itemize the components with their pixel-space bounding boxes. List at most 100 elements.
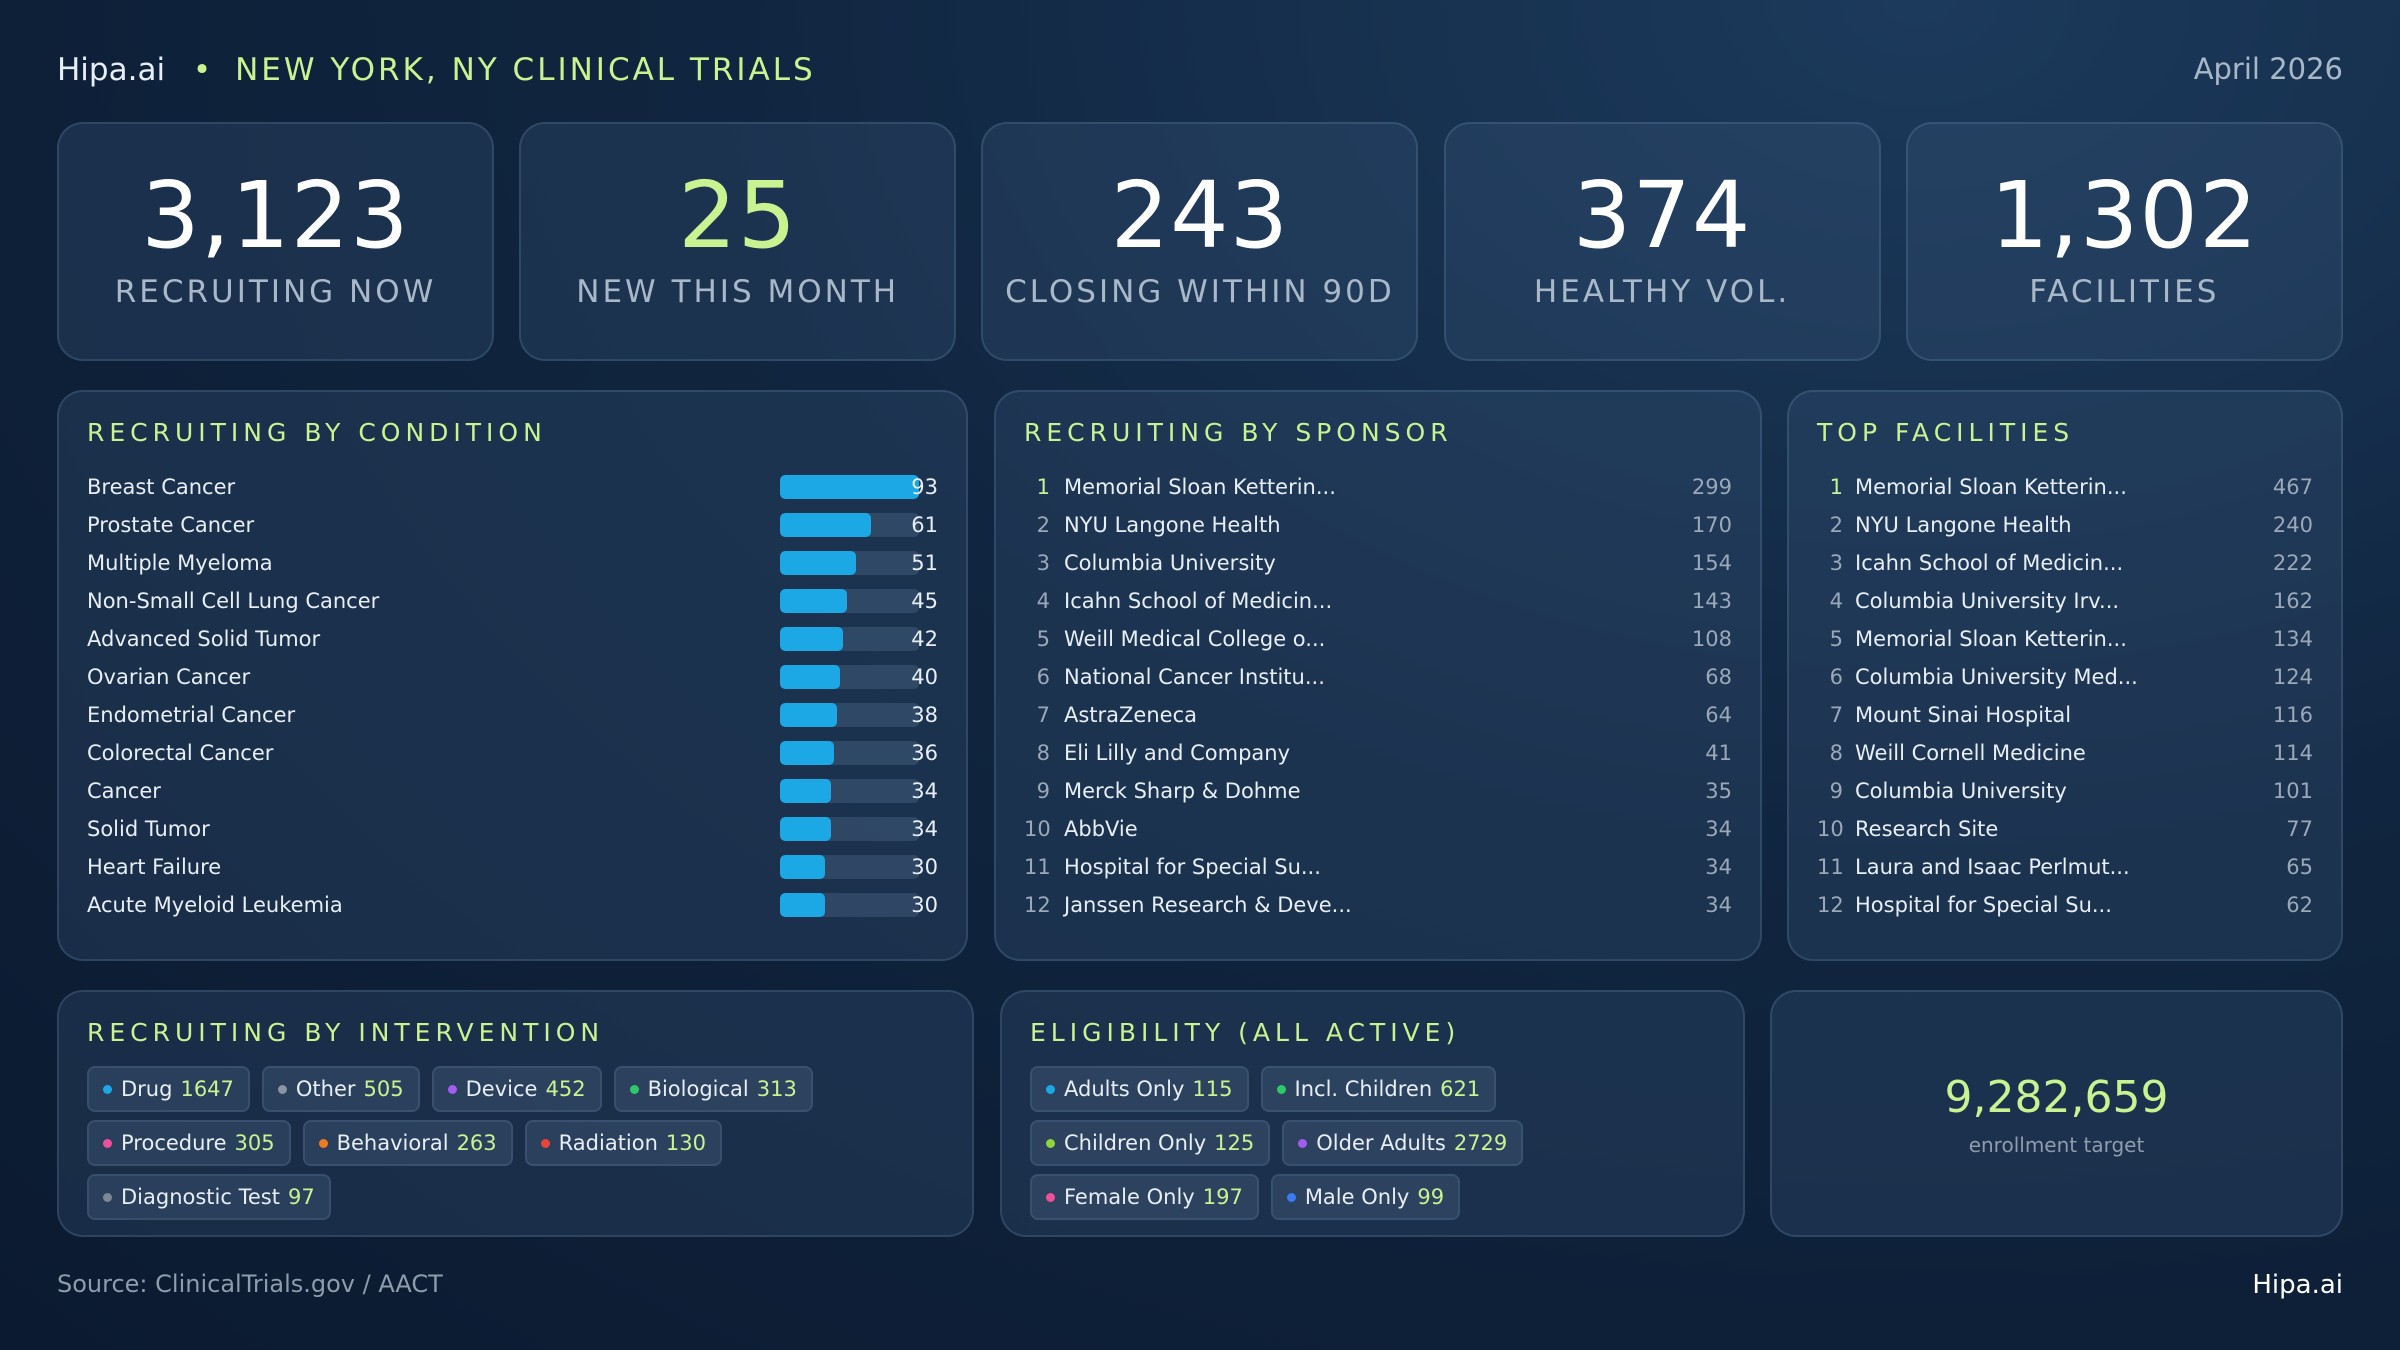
entity-value: 299: [1691, 475, 1732, 499]
bar-track: [780, 703, 919, 727]
entity-value: 162: [2272, 589, 2313, 613]
rank: 10: [1024, 817, 1051, 841]
chip-dot: [1046, 1084, 1055, 1094]
rank: 9: [1036, 779, 1050, 803]
ranked-row: 1 Memorial Sloan Ketterin... 467: [1817, 468, 2313, 506]
rank: 11: [1817, 855, 1844, 879]
rank: 8: [1036, 741, 1050, 765]
entity-value: 467: [2272, 475, 2313, 499]
condition-value: 34: [911, 817, 938, 841]
entity-value: 134: [2272, 627, 2313, 651]
bar-track: [780, 551, 919, 575]
chip-label: Children Only: [1064, 1131, 1207, 1155]
condition-value: 34: [911, 779, 938, 803]
chip-dot: [277, 1084, 287, 1094]
chip-label: Adults Only: [1064, 1077, 1185, 1101]
entity-value: 68: [1705, 665, 1732, 689]
entity-name: Icahn School of Medicin...: [1064, 589, 1333, 613]
ranked-row: 2 NYU Langone Health 170: [1024, 506, 1732, 544]
chip: Children Only 125: [1030, 1120, 1271, 1166]
chip: Other 505: [261, 1066, 420, 1112]
entity-value: 124: [2272, 665, 2313, 689]
ranked-row: 4 Columbia University Irv... 162: [1817, 582, 2313, 620]
bar: [780, 779, 831, 803]
condition-value: 51: [911, 551, 938, 575]
condition-row: Advanced Solid Tumor 42: [87, 620, 938, 658]
bar-track: [780, 855, 919, 879]
chip-value: 263: [456, 1131, 497, 1155]
enrollment-value: 9,282,659: [1944, 1072, 2169, 1123]
entity-name: Mount Sinai Hospital: [1855, 703, 2072, 727]
condition-value: 30: [911, 855, 938, 879]
chip: Behavioral 263: [302, 1120, 513, 1166]
ranked-row: 2 NYU Langone Health 240: [1817, 506, 2313, 544]
chip-value: 505: [363, 1077, 404, 1101]
condition-value: 42: [911, 627, 938, 651]
rank: 8: [1829, 741, 1843, 765]
entity-name: Eli Lilly and Company: [1064, 741, 1291, 765]
entity-value: 64: [1705, 703, 1732, 727]
chip-value: 452: [545, 1077, 586, 1101]
sponsor-panel: RECRUITING BY SPONSOR 1 Memorial Sloan Ke…: [994, 390, 1762, 961]
kpi-value: 25: [678, 162, 798, 269]
kpi-label: HEALTHY VOL.: [1533, 274, 1791, 310]
ranked-row: 1 Memorial Sloan Ketterin... 299: [1024, 468, 1732, 506]
rank: 3: [1036, 551, 1050, 575]
chip-list: Drug 1647 Other 505 Device 452 Biological 313 Pr…: [87, 1066, 948, 1220]
ranked-row: 11 Hospital for Special Su... 34: [1024, 848, 1732, 886]
condition-name: Acute Myeloid Leukemia: [87, 893, 343, 917]
bar: [780, 475, 919, 499]
chip-value: 1647: [180, 1077, 234, 1101]
chip-value: 99: [1417, 1185, 1445, 1209]
kpi-label: RECRUITING NOW: [114, 274, 437, 310]
kpi-card: 3,123 RECRUITING NOW: [57, 122, 494, 361]
kpi-card: 1,302 FACILITIES: [1905, 122, 2343, 361]
chip-dot: [629, 1084, 639, 1094]
entity-value: 62: [2286, 893, 2313, 917]
condition-name: Cancer: [87, 779, 161, 803]
eligibility-panel: ELIGIBILITY (ALL ACTIVE) Adults Only 115 I…: [1000, 990, 1745, 1237]
kpi-value: 374: [1572, 162, 1752, 269]
entity-name: Weill Medical College o...: [1064, 627, 1326, 651]
chip-label: Procedure: [121, 1131, 227, 1155]
kpi-label: NEW THIS MONTH: [576, 274, 900, 310]
entity-name: Research Site: [1855, 817, 1999, 841]
entity-name: Columbia University: [1064, 551, 1276, 575]
condition-value: 38: [911, 703, 938, 727]
chip-dot: [318, 1138, 328, 1148]
entity-name: Laura and Isaac Perlmut...: [1855, 855, 2130, 879]
intervention-panel: RECRUITING BY INTERVENTION Drug 1647 Other…: [57, 990, 974, 1237]
date: April 2026: [2193, 52, 2343, 86]
entity-name: Columbia University Med...: [1855, 665, 2138, 689]
rank: 12: [1024, 893, 1051, 917]
condition-name: Solid Tumor: [87, 817, 210, 841]
ranked-row: 5 Weill Medical College o... 108: [1024, 620, 1732, 658]
rank: 5: [1036, 627, 1050, 651]
condition-value: 30: [911, 893, 938, 917]
ranked-row: 10 Research Site 77: [1817, 810, 2313, 848]
chip-label: Incl. Children: [1294, 1077, 1433, 1101]
chip-value: 313: [756, 1077, 797, 1101]
entity-value: 170: [1691, 513, 1732, 537]
bullet: •: [192, 52, 212, 88]
bar-track: [780, 589, 919, 613]
entity-name: Weill Cornell Medicine: [1855, 741, 2086, 765]
kpi-card: 25 NEW THIS MONTH: [519, 122, 957, 361]
enrollment-panel: 9,282,659 enrollment target: [1770, 990, 2343, 1237]
chip: Biological 313: [613, 1066, 813, 1112]
chip-label: Biological: [647, 1077, 749, 1101]
entity-value: 65: [2286, 855, 2313, 879]
condition-row: Heart Failure 30: [87, 848, 938, 886]
ranked-row: 6 Columbia University Med... 124: [1817, 658, 2313, 696]
bar: [780, 627, 843, 651]
bar-track: [780, 475, 919, 499]
bar-track: [780, 513, 919, 537]
ranked-row: 7 Mount Sinai Hospital 116: [1817, 696, 2313, 734]
rank: 11: [1024, 855, 1051, 879]
rank: 5: [1829, 627, 1843, 651]
condition-row: Breast Cancer 93: [87, 468, 938, 506]
panel-title: TOP FACILITIES: [1817, 418, 2075, 447]
ranked-row: 8 Weill Cornell Medicine 114: [1817, 734, 2313, 772]
bar-track: [780, 779, 919, 803]
condition-name: Breast Cancer: [87, 475, 236, 499]
